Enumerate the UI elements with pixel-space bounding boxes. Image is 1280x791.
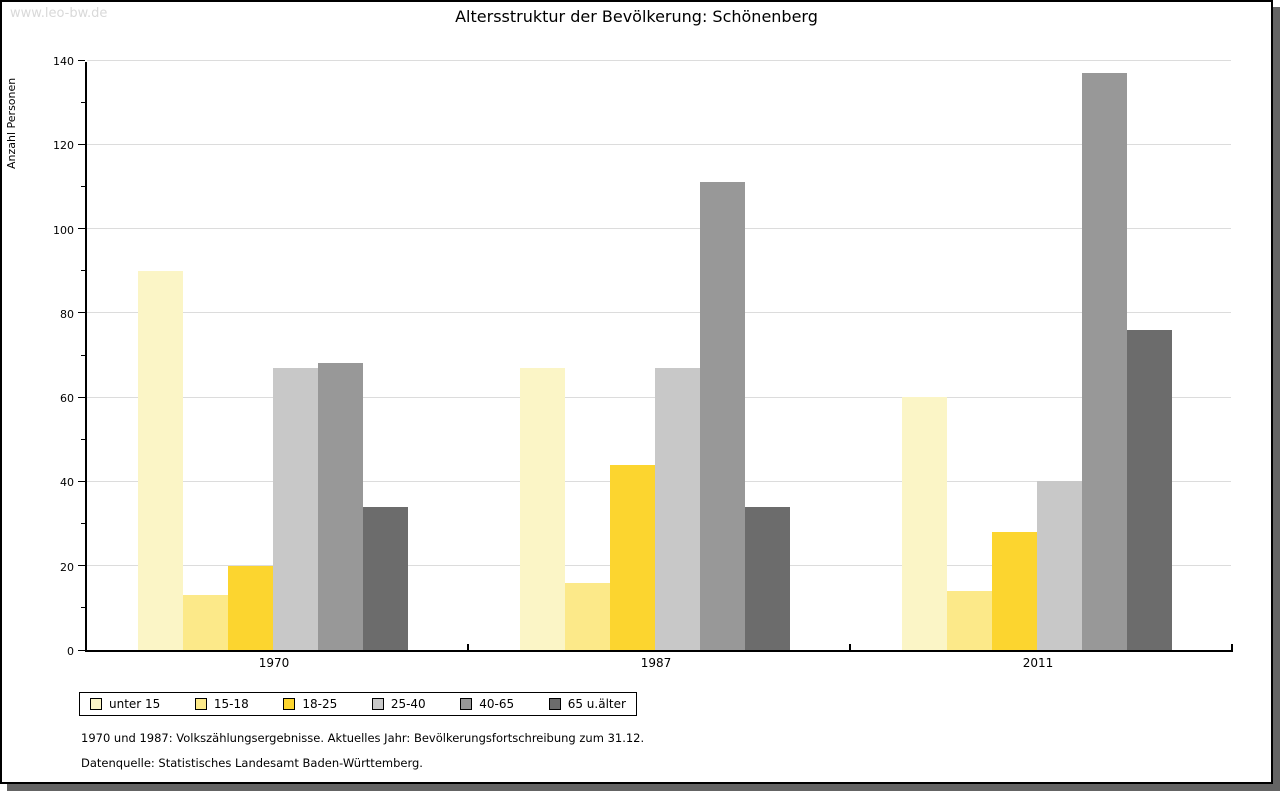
gridline: [87, 312, 1231, 314]
legend-item: 15-18: [194, 697, 249, 711]
y-axis-minor-tick: [81, 354, 85, 356]
legend-swatch: [194, 698, 207, 710]
y-axis-tick-label: 20: [60, 560, 74, 574]
x-axis-boundary-tick: [1231, 644, 1233, 652]
bar-1987-15-18: [565, 582, 610, 650]
chart-title: Altersstruktur der Bevölkerung: Schönenb…: [455, 7, 818, 26]
legend-swatch: [548, 698, 561, 710]
legend-item: 40-65: [460, 697, 514, 711]
bar-2011-unter 15: [902, 397, 947, 650]
legend-label: 40-65: [479, 697, 515, 711]
legend-item: 25-40: [371, 697, 426, 711]
x-axis-category-label: 1970: [258, 656, 290, 670]
y-axis-tick-label: 100: [53, 223, 74, 237]
y-axis-major-tick: [78, 565, 85, 567]
bar-1970-18-25: [228, 565, 273, 650]
bar-1987-65 u.älter: [745, 506, 790, 650]
bar-2011-15-18: [947, 591, 992, 650]
bar-2011-25-40: [1037, 481, 1082, 650]
y-axis-tick-labels: 0 20 40 60 80 100 120 140: [2, 55, 74, 658]
legend-label: 65 u.älter: [567, 697, 626, 711]
y-axis-major-tick: [78, 228, 85, 230]
x-axis-category-labels: 1970 1987 2011: [83, 656, 1229, 672]
plot-area: [78, 59, 1233, 652]
bar-1987-40-65: [700, 182, 745, 650]
legend: unter 15 15-18 18-25 25-40 40-65 65 u.älter: [79, 692, 637, 716]
gridline: [87, 59, 1231, 61]
bar-1970-15-18: [183, 595, 228, 650]
y-axis-minor-tick: [81, 607, 85, 609]
legend-item: 18-25: [283, 697, 337, 711]
legend-swatch: [460, 698, 473, 710]
bar-2011-65 u.älter: [1127, 329, 1172, 650]
footnote-source-2: Datenquelle: Statistisches Landesamt Bad…: [81, 756, 423, 770]
y-axis-minor-tick: [81, 438, 85, 440]
bar-1987-unter 15: [520, 367, 565, 650]
bar-1970-25-40: [273, 367, 318, 650]
y-axis-tick-label: 80: [60, 307, 74, 321]
y-axis-tick-label: 120: [53, 139, 74, 153]
bar-1970-65 u.älter: [363, 506, 408, 650]
bar-1987-18-25: [610, 464, 655, 650]
legend-swatch: [283, 698, 296, 710]
x-axis-category-label: 2011: [1022, 656, 1054, 670]
legend-swatch: [371, 698, 384, 710]
watermark: www.leo-bw.de: [10, 6, 108, 21]
legend-item: 65 u.älter: [548, 697, 626, 711]
x-axis-category-label: 1987: [640, 656, 672, 670]
y-axis-minor-tick: [81, 185, 85, 187]
y-axis-major-tick: [78, 143, 85, 145]
y-axis-major-tick: [78, 312, 85, 314]
y-axis-major-tick: [78, 396, 85, 398]
bar-2011-40-65: [1082, 72, 1127, 650]
y-axis-minor-tick: [81, 270, 85, 272]
legend-label: 25-40: [390, 697, 426, 711]
footnote-source-1: 1970 und 1987: Volkszählungsergebnisse. …: [81, 731, 645, 745]
legend-label: unter 15: [109, 697, 161, 711]
bar-1970-40-65: [318, 363, 363, 650]
y-axis-tick-label: 60: [60, 392, 74, 406]
x-axis-boundary-tick: [467, 644, 469, 652]
y-axis-tick-label: 0: [67, 645, 74, 658]
x-axis-boundary-tick: [849, 644, 851, 652]
bar-1970-unter 15: [138, 270, 183, 650]
legend-label: 15-18: [213, 697, 249, 711]
y-axis-major-tick: [78, 59, 85, 61]
y-axis-minor-tick: [81, 101, 85, 103]
bar-2011-18-25: [992, 532, 1037, 650]
y-axis-minor-tick: [81, 523, 85, 525]
legend-swatch: [90, 698, 102, 710]
y-axis-tick-label: 40: [60, 476, 74, 490]
gridline: [87, 228, 1231, 230]
gridline: [87, 143, 1231, 145]
legend-label: 18-25: [302, 697, 338, 711]
bar-1987-25-40: [655, 367, 700, 650]
y-axis-major-tick: [78, 480, 85, 482]
y-axis-tick-label: 140: [53, 55, 74, 68]
legend-item: unter 15: [90, 697, 160, 711]
y-axis-major-tick: [78, 649, 85, 651]
